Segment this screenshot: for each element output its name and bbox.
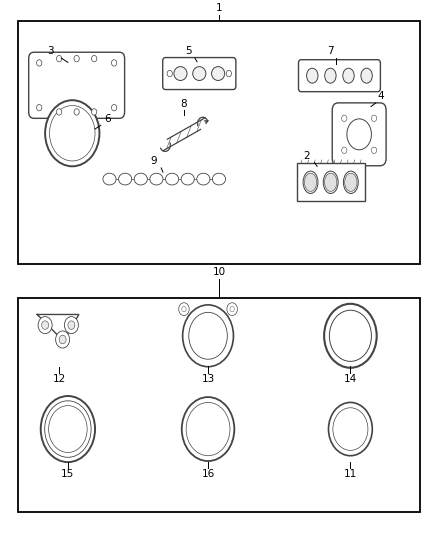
Bar (297, 163, 364, 201)
Ellipse shape (103, 173, 116, 185)
Circle shape (42, 321, 49, 329)
Text: 10: 10 (212, 267, 226, 277)
Text: 3: 3 (47, 46, 54, 56)
Text: 1: 1 (215, 3, 223, 13)
Circle shape (74, 109, 79, 115)
Ellipse shape (212, 67, 225, 80)
Circle shape (329, 310, 371, 361)
Text: 8: 8 (180, 99, 187, 109)
FancyBboxPatch shape (162, 58, 236, 90)
Ellipse shape (197, 173, 210, 185)
Text: 9: 9 (151, 156, 158, 166)
Circle shape (342, 115, 347, 122)
Text: 15: 15 (61, 469, 74, 479)
FancyBboxPatch shape (332, 103, 386, 166)
Text: 6: 6 (104, 114, 111, 124)
Text: 2: 2 (303, 151, 310, 161)
Text: 4: 4 (378, 91, 385, 101)
Circle shape (182, 306, 186, 312)
Circle shape (182, 397, 234, 461)
Ellipse shape (212, 173, 226, 185)
Circle shape (49, 106, 95, 161)
Ellipse shape (343, 171, 358, 193)
Ellipse shape (150, 173, 163, 185)
Circle shape (59, 335, 66, 344)
Circle shape (57, 55, 62, 62)
Circle shape (371, 147, 377, 154)
Circle shape (36, 104, 42, 111)
Ellipse shape (119, 173, 132, 185)
Ellipse shape (343, 68, 354, 83)
Circle shape (328, 402, 372, 456)
Circle shape (92, 55, 97, 62)
Ellipse shape (307, 68, 318, 83)
Circle shape (226, 70, 231, 77)
Ellipse shape (304, 173, 317, 191)
Circle shape (49, 406, 87, 453)
Circle shape (371, 115, 377, 122)
Text: 12: 12 (53, 374, 66, 384)
Text: 16: 16 (201, 469, 215, 479)
Bar (18, 298, 420, 512)
Circle shape (74, 55, 79, 62)
Circle shape (68, 321, 75, 329)
Ellipse shape (193, 67, 206, 80)
Ellipse shape (345, 173, 357, 191)
Circle shape (56, 331, 70, 348)
Text: 13: 13 (201, 374, 215, 384)
Circle shape (324, 304, 377, 368)
Circle shape (179, 303, 189, 316)
Circle shape (333, 408, 368, 450)
FancyBboxPatch shape (28, 52, 124, 118)
Ellipse shape (166, 173, 179, 185)
Circle shape (41, 396, 95, 462)
Circle shape (183, 305, 233, 367)
Ellipse shape (181, 173, 194, 185)
Text: 14: 14 (344, 374, 357, 384)
Ellipse shape (303, 171, 318, 193)
Circle shape (57, 109, 62, 115)
Ellipse shape (325, 173, 337, 191)
Circle shape (230, 306, 234, 312)
Circle shape (38, 317, 52, 334)
Circle shape (64, 317, 78, 334)
Ellipse shape (361, 68, 372, 83)
Ellipse shape (325, 68, 336, 83)
Circle shape (92, 109, 97, 115)
Ellipse shape (174, 67, 187, 80)
Circle shape (227, 303, 237, 316)
Circle shape (189, 312, 227, 359)
Circle shape (111, 60, 117, 66)
Circle shape (186, 402, 230, 456)
Circle shape (111, 104, 117, 111)
Ellipse shape (134, 173, 147, 185)
Circle shape (36, 60, 42, 66)
Circle shape (342, 147, 347, 154)
FancyBboxPatch shape (299, 60, 380, 92)
Circle shape (45, 401, 91, 457)
Bar (18, 21, 420, 264)
Circle shape (167, 70, 173, 77)
Ellipse shape (323, 171, 338, 193)
Text: 5: 5 (185, 46, 192, 56)
Circle shape (45, 100, 99, 166)
Text: 7: 7 (327, 46, 334, 56)
Text: 11: 11 (344, 469, 357, 479)
Ellipse shape (347, 119, 371, 150)
